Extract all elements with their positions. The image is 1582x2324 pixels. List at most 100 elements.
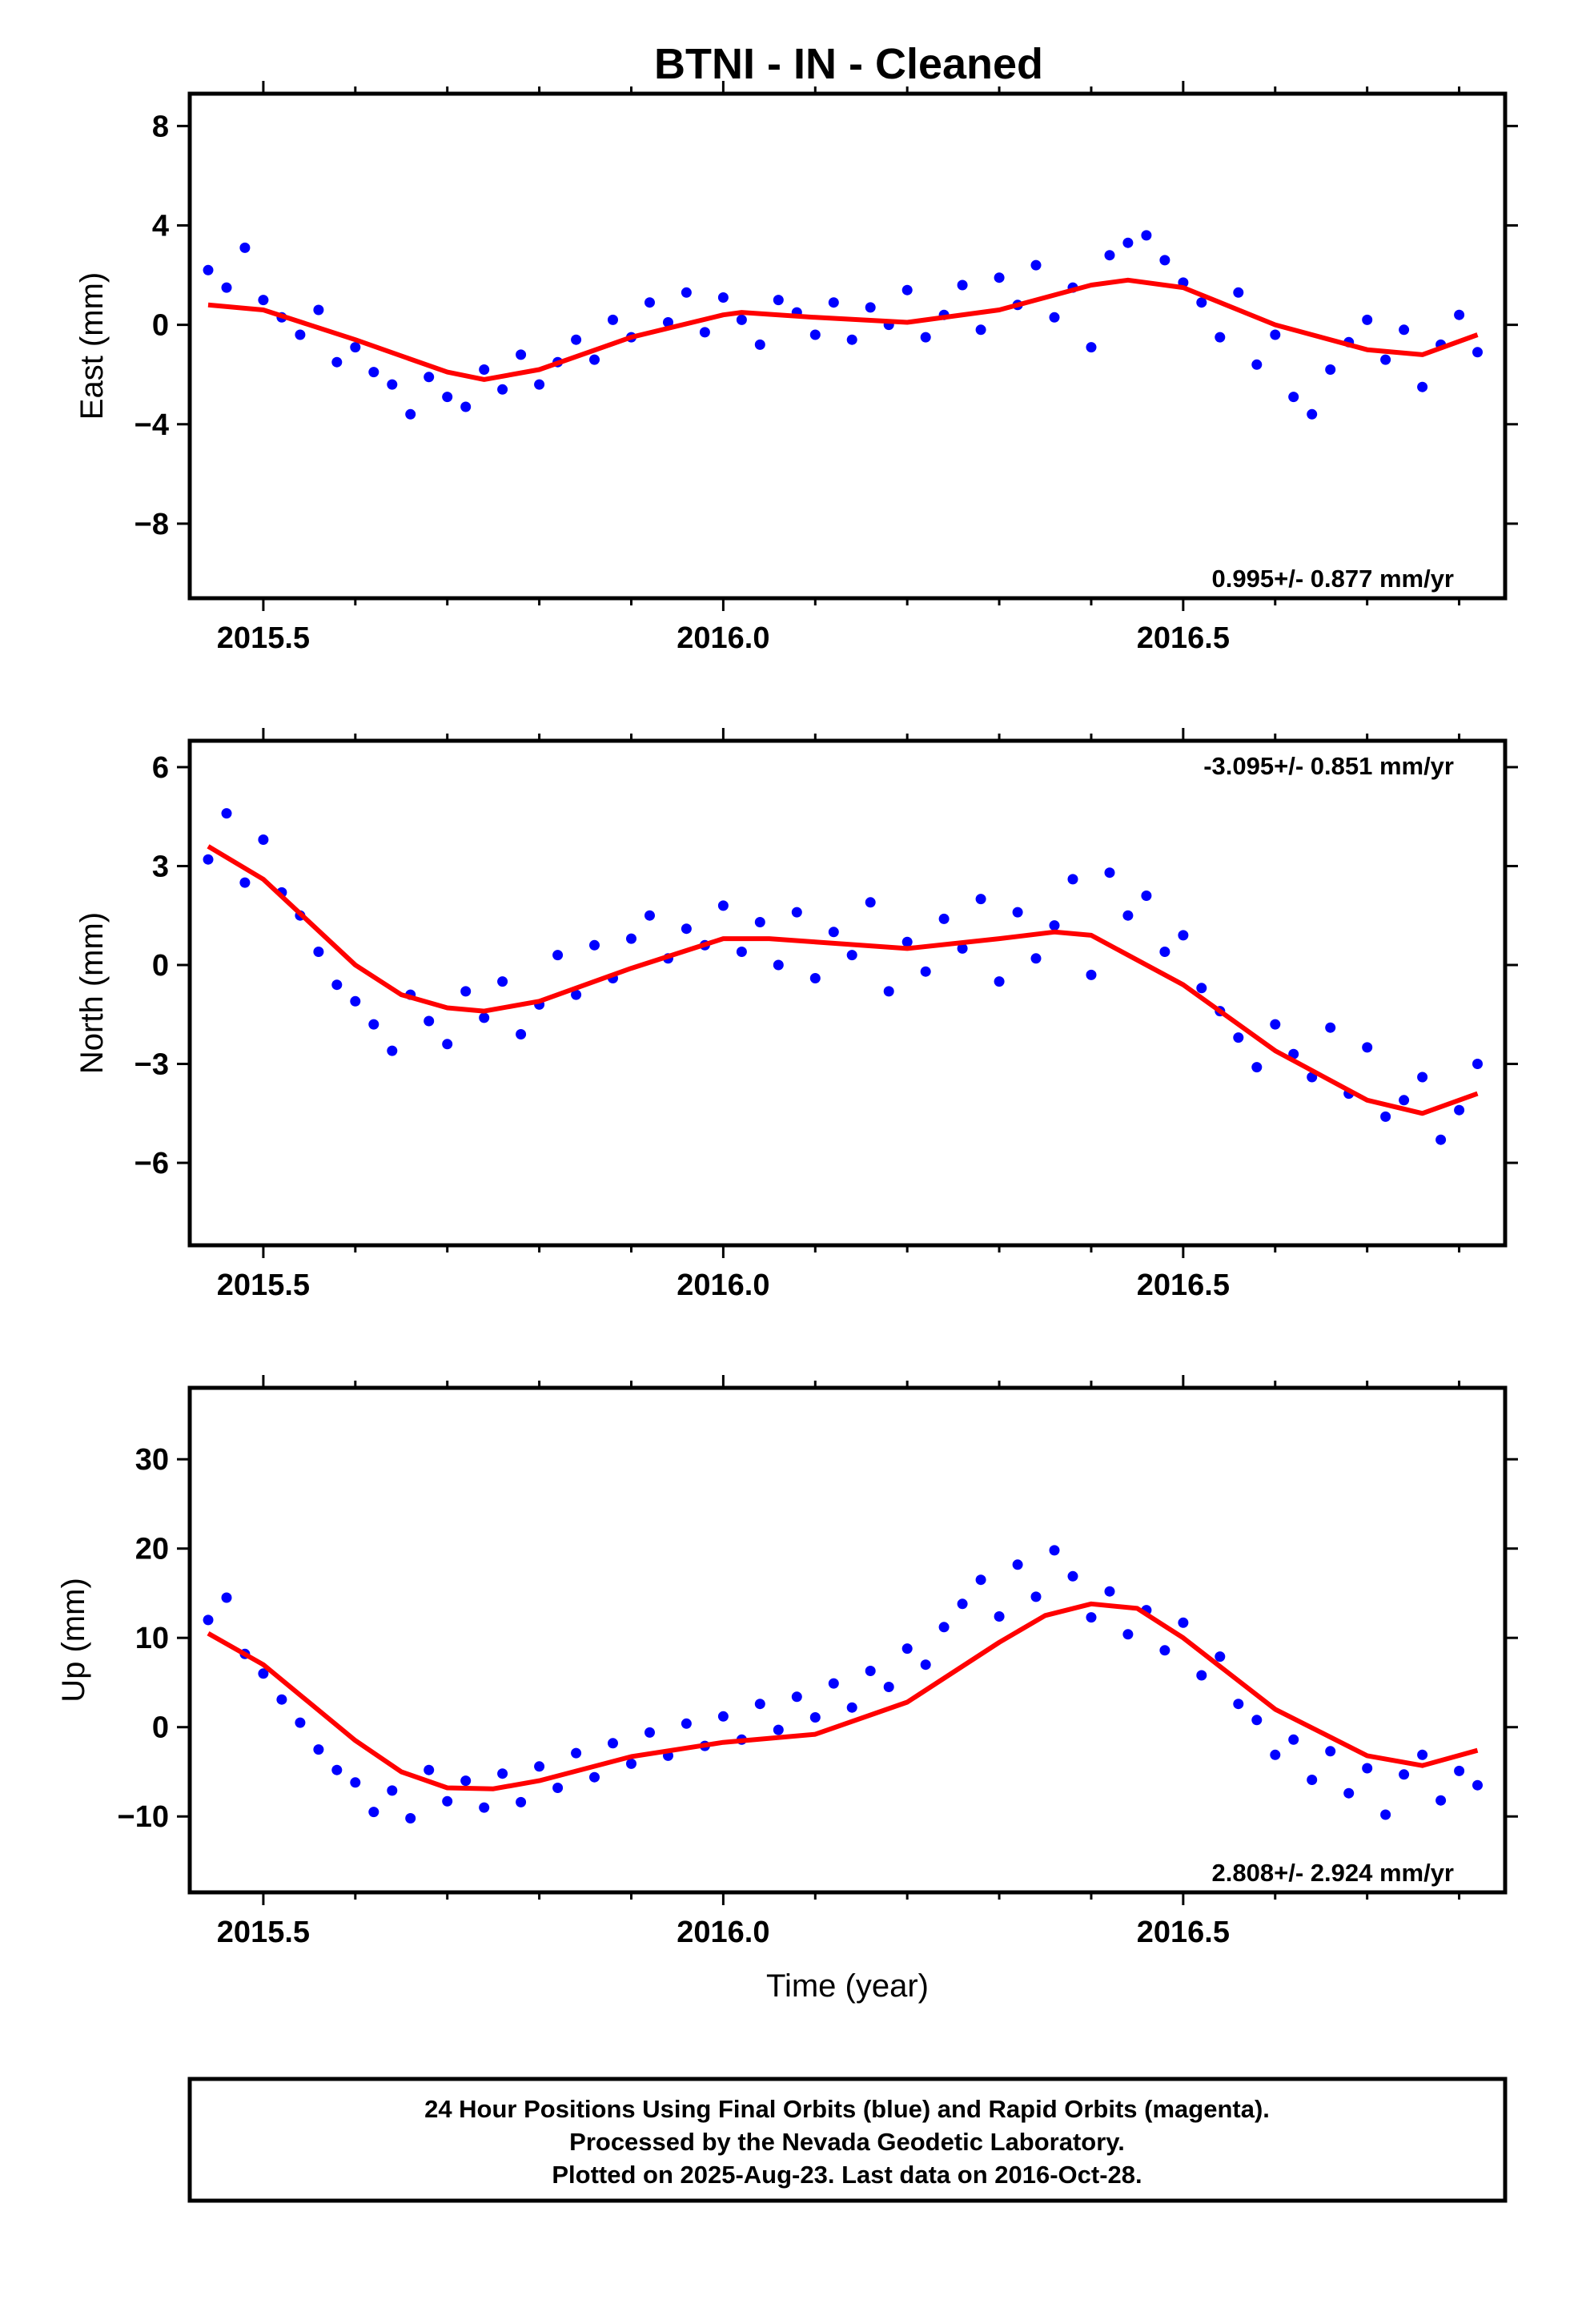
chart-title: BTNI - IN - Cleaned [654,40,1043,88]
east-data-point [809,329,821,340]
north-data-point [1159,947,1170,957]
east-data-point [681,287,692,298]
up-data-point [901,1643,913,1655]
north-data-point [203,854,214,865]
up-data-point [1307,1775,1318,1785]
north-data-point [1141,891,1152,901]
up-y-tick-label: −10 [118,1800,169,1834]
north-data-point [644,910,655,921]
east-data-point [368,367,379,378]
up-data-point [1435,1795,1447,1806]
north-data-point [313,947,324,957]
east-data-point [754,339,765,350]
north-data-point [221,808,232,819]
up-data-point [368,1807,379,1818]
up-data-point [1196,1670,1207,1681]
north-data-point [1472,1059,1483,1069]
north-data-point [883,986,894,997]
up-data-point [1086,1612,1097,1623]
north-fit-line [207,844,1479,1116]
east-data-point [331,356,343,368]
north-data-point [387,1045,398,1056]
north-data-point [975,894,986,905]
east-data-point [221,282,232,293]
east-data-point [1049,312,1060,323]
up-data-point [1270,1749,1281,1760]
up-data-point [313,1744,324,1755]
up-data-point [589,1771,600,1783]
north-data-point [773,959,784,971]
north-data-point [552,950,564,961]
north-data-point [717,900,729,911]
east-data-point [846,334,857,345]
north-data-point [681,923,692,935]
north-data-point [736,947,747,957]
east-data-point [994,272,1005,283]
north-data-point [1435,1134,1447,1145]
up-data-point [791,1691,802,1703]
east-x-tick-label: 2016.5 [1137,621,1230,655]
up-data-point [1380,1809,1391,1820]
up-data-point [1362,1763,1373,1774]
north-data-point [920,966,931,977]
north-y-tick-label: −6 [135,1147,169,1180]
east-data-point [644,297,655,308]
east-data-point [1233,287,1244,298]
north-data-point [350,995,361,1007]
up-data-point [387,1785,398,1796]
north-x-tick-label: 2015.5 [217,1269,310,1302]
east-data-point [1086,342,1097,353]
up-data-point [644,1727,655,1738]
up-data-point [1178,1617,1189,1628]
footer-line-1: 24 Hour Positions Using Final Orbits (bl… [424,2095,1270,2123]
up-data-point [1251,1715,1263,1726]
up-data-point [1454,1765,1465,1776]
up-y-tick-label: 30 [135,1443,169,1477]
east-data-point [1307,408,1318,420]
up-plot-frame [187,1385,1508,1895]
up-fit-line [207,1601,1479,1791]
east-data-point [350,342,361,353]
up-data-point [1122,1629,1134,1640]
up-data-point [534,1761,545,1772]
up-data-point [1325,1746,1336,1757]
up-data-point [994,1611,1005,1622]
up-data-point [975,1574,986,1586]
north-data-point [1270,1019,1281,1030]
east-y-tick-label: 8 [152,110,169,143]
north-data-point [1049,920,1060,931]
east-data-point [313,304,324,316]
north-data-point [1380,1111,1391,1122]
east-data-point [295,329,306,340]
north-data-point [1030,953,1042,964]
footer-line-2: Processed by the Nevada Geodetic Laborat… [569,2128,1125,2156]
east-panel: 2015.5 2016.0 2016.5 −8 −4 0 4 8 East (mm) 0.995+… [74,81,1518,655]
north-data-point [1178,930,1189,941]
up-data-point [203,1614,214,1626]
east-data-point [717,292,729,303]
up-data-point [552,1783,564,1793]
up-data-point [405,1813,416,1823]
east-data-point [865,302,876,313]
east-data-point [1030,259,1042,271]
up-data-point [350,1777,361,1788]
up-y-axis-label: Up (mm) [56,1578,91,1703]
east-data-point [975,324,986,336]
up-data-point [717,1711,729,1722]
up-data-point [295,1717,306,1728]
east-data-point [1380,354,1391,365]
east-y-axis-label: East (mm) [74,272,110,420]
north-y-axis-label: North (mm) [74,912,110,1074]
east-plot-frame [187,91,1508,601]
east-points [203,230,1483,420]
up-data-point [424,1764,435,1775]
east-fit-line [207,277,1479,382]
up-data-point [608,1738,618,1749]
east-data-point [1159,255,1170,266]
up-data-point [846,1702,857,1713]
east-data-point [571,334,582,345]
east-y-tick-label: 0 [152,309,169,343]
east-data-point [534,379,545,390]
north-data-point [239,877,251,888]
